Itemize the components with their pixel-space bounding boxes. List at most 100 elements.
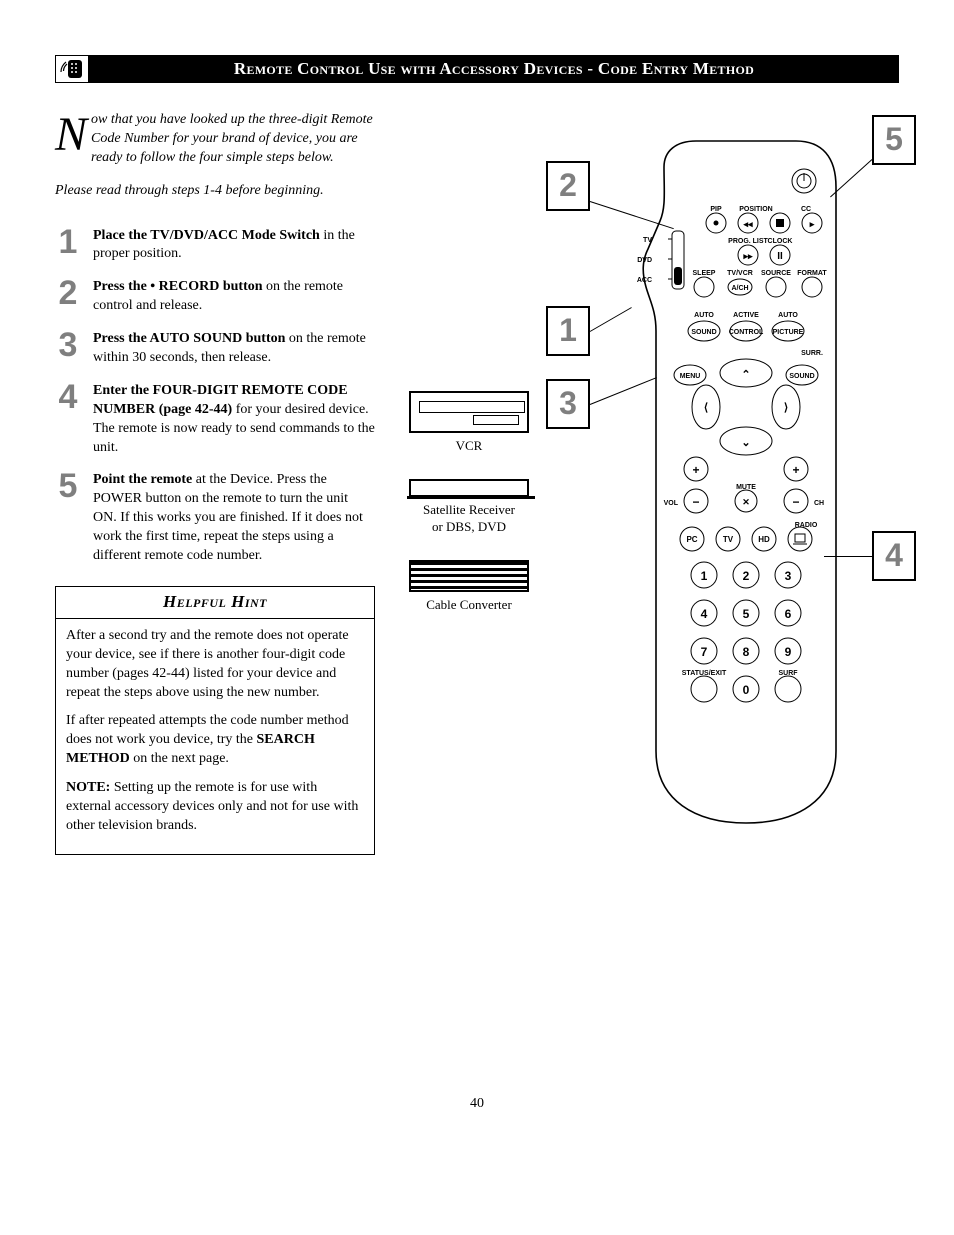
step-number: 4 (55, 382, 81, 458)
hint-body: After a second try and the remote does n… (56, 619, 374, 854)
page-number: 40 (55, 1095, 899, 1114)
svg-text:PROG. LIST: PROG. LIST (728, 238, 768, 245)
svg-text:⟨: ⟨ (704, 402, 708, 414)
callout-2: 2 (546, 161, 590, 211)
svg-text:3: 3 (785, 569, 792, 583)
svg-text:MENU: MENU (680, 373, 701, 380)
step-body: Point the remote at the Device. Press th… (93, 471, 375, 565)
svg-text:PIP: PIP (710, 206, 722, 213)
svg-text:POSITION: POSITION (739, 206, 772, 213)
step-number: 1 (55, 227, 81, 265)
satellite-icon (409, 479, 529, 497)
remote-column: 2 5 1 3 4 .ol{fill:none;stroke:#000;stro… (563, 111, 899, 855)
page-title: Remote Control Use with Accessory Device… (89, 58, 899, 81)
svg-text:TV: TV (723, 535, 734, 544)
svg-text:TV/VCR: TV/VCR (727, 270, 753, 277)
step-4: 4 Enter the FOUR-DIGIT REMOTE CODE NUMBE… (55, 382, 375, 458)
svg-text:5: 5 (743, 607, 750, 621)
main-columns: Now that you have looked up the three-di… (55, 111, 899, 855)
svg-text:◂◂: ◂◂ (742, 219, 753, 229)
left-column: Now that you have looked up the three-di… (55, 111, 375, 855)
svg-text:CC: CC (801, 206, 811, 213)
step-body: Press the • RECORD button on the remote … (93, 278, 375, 316)
vcr-icon (409, 391, 529, 433)
svg-text:✕: ✕ (742, 497, 750, 507)
svg-text:SOUND: SOUND (691, 329, 716, 336)
step-1: 1 Place the TV/DVD/ACC Mode Switch in th… (55, 227, 375, 265)
svg-text:AUTO: AUTO (778, 312, 798, 319)
intro-text-1: ow that you have looked up the three-dig… (91, 112, 373, 165)
intro-paragraph-1: Now that you have looked up the three-di… (55, 111, 375, 168)
svg-text:A/CH: A/CH (731, 285, 748, 292)
svg-text:4: 4 (701, 607, 708, 621)
helpful-hint-box: Helpful Hint After a second try and the … (55, 586, 375, 855)
svg-text:TV: TV (643, 237, 652, 244)
step-number: 3 (55, 330, 81, 368)
svg-text:⟩: ⟩ (784, 402, 788, 414)
hint-paragraph-3: NOTE: Setting up the remote is for use w… (66, 779, 364, 836)
remote-diagram: 2 5 1 3 4 .ol{fill:none;stroke:#000;stro… (586, 111, 876, 831)
device-label: or DBS, DVD (399, 518, 539, 536)
cable-icon (409, 560, 529, 592)
svg-text:SOUND: SOUND (789, 373, 814, 380)
callout-4: 4 (872, 531, 916, 581)
title-bar: Remote Control Use with Accessory Device… (55, 55, 899, 83)
device-vcr: VCR (399, 391, 539, 455)
svg-text:CLOCK: CLOCK (768, 238, 793, 245)
svg-text:PICTURE: PICTURE (773, 329, 804, 336)
svg-text:8: 8 (743, 645, 750, 659)
step-body: Place the TV/DVD/ACC Mode Switch in the … (93, 227, 375, 265)
device-cable: Cable Converter (399, 560, 539, 614)
svg-text:1: 1 (701, 569, 708, 583)
svg-text:CONTROL: CONTROL (729, 329, 764, 336)
device-label: VCR (399, 437, 539, 455)
svg-text:SLEEP: SLEEP (693, 270, 716, 277)
step-number: 2 (55, 278, 81, 316)
svg-text:+: + (792, 463, 799, 477)
svg-text:CH: CH (814, 500, 824, 507)
svg-text:⌃: ⌃ (741, 369, 750, 381)
hint-paragraph-2: If after repeated attempts the code numb… (66, 712, 364, 769)
step-3: 3 Press the AUTO SOUND button on the rem… (55, 330, 375, 368)
svg-text:−: − (792, 495, 799, 509)
svg-text:RADIO: RADIO (795, 522, 818, 529)
svg-text:▸▸: ▸▸ (742, 251, 753, 261)
svg-text:DVD: DVD (637, 257, 652, 264)
svg-text:0: 0 (743, 683, 750, 697)
step-body: Enter the FOUR-DIGIT REMOTE CODE NUMBER … (93, 382, 375, 458)
remote-svg: .ol{fill:none;stroke:#000;stroke-width:1… (586, 111, 876, 831)
svg-text:AUTO: AUTO (694, 312, 714, 319)
svg-text:II: II (777, 251, 783, 262)
svg-text:FORMAT: FORMAT (797, 270, 827, 277)
svg-text:9: 9 (785, 645, 792, 659)
svg-text:2: 2 (743, 569, 750, 583)
svg-text:VOL: VOL (664, 500, 679, 507)
svg-text:▸: ▸ (809, 219, 815, 229)
svg-text:−: − (692, 495, 699, 509)
device-satellite: Satellite Receiver or DBS, DVD (399, 479, 539, 536)
callout-1: 1 (546, 306, 590, 356)
svg-text:7: 7 (701, 645, 708, 659)
svg-text:HD: HD (758, 535, 770, 544)
step-2: 2 Press the • RECORD button on the remot… (55, 278, 375, 316)
svg-text:6: 6 (785, 607, 792, 621)
svg-text:PC: PC (686, 535, 697, 544)
svg-text:ACTIVE: ACTIVE (733, 312, 759, 319)
svg-text:SOURCE: SOURCE (761, 270, 791, 277)
intro-paragraph-2: Please read through steps 1-4 before beg… (55, 182, 375, 201)
callout-5: 5 (872, 115, 916, 165)
svg-text:+: + (692, 463, 699, 477)
svg-text:SURR.: SURR. (801, 350, 823, 357)
remote-icon (55, 55, 89, 83)
devices-column: VCR Satellite Receiver or DBS, DVD Cable… (399, 111, 539, 855)
hint-title: Helpful Hint (56, 587, 374, 619)
step-body: Press the AUTO SOUND button on the remot… (93, 330, 375, 368)
device-label: Satellite Receiver (399, 501, 539, 519)
svg-text:ACC: ACC (637, 277, 652, 284)
svg-text:⌄: ⌄ (741, 437, 750, 449)
callout-3: 3 (546, 379, 590, 429)
step-number: 5 (55, 471, 81, 565)
step-5: 5 Point the remote at the Device. Press … (55, 471, 375, 565)
device-label: Cable Converter (399, 596, 539, 614)
leader-line (824, 556, 872, 557)
